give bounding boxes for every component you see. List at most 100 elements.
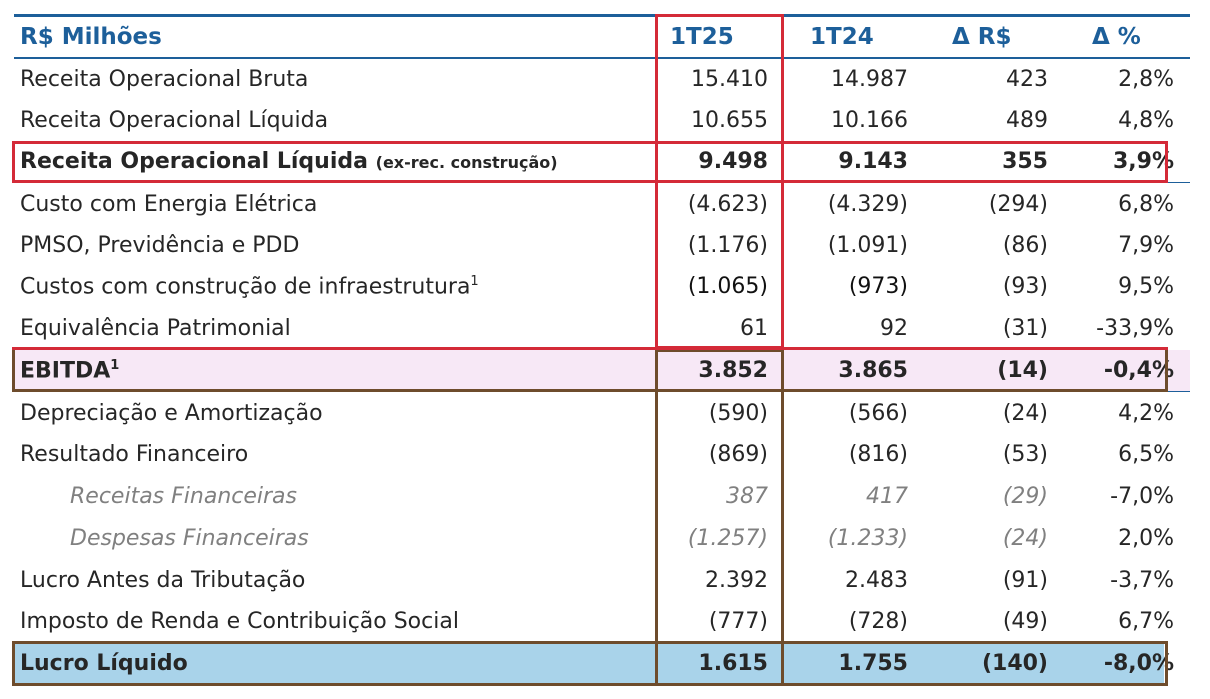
rule-after-ebitda [1166,391,1190,392]
value-1t24: 417 [866,484,908,509]
value-1t24: (1.091) [827,233,908,258]
value-1t25: 1.615 [698,651,768,676]
value-1t24: 92 [880,316,908,341]
table-row: EBITDA1 3.852 3.865 (14) -0,4% [14,350,1190,391]
value-delta-pct: -33,9% [1096,316,1174,341]
value-delta-rs: (29) [1002,484,1048,509]
table-row: PMSO, Previdência e PDD (1.176) (1.091) … [14,225,1190,266]
value-1t25: (590) [708,401,768,426]
header-title: R$ Milhões [20,24,162,50]
table-row: Despesas Financeiras (1.257) (1.233) (24… [14,518,1190,559]
footnote-marker: 1 [110,357,120,373]
row-label: Imposto de Renda e Contribuição Social [20,609,459,634]
net-income-row-fill [14,643,1164,684]
rule-after-rol-ex [1166,182,1190,183]
value-delta-pct: 4,2% [1118,401,1174,426]
value-1t25: (869) [708,442,768,467]
row-label: Receita Operacional Líquida (ex-rec. con… [20,149,558,174]
value-delta-pct: 2,8% [1118,67,1174,92]
value-delta-rs: 489 [1006,108,1048,133]
value-delta-pct: 3,9% [1112,149,1174,174]
value-delta-pct: 6,5% [1118,442,1174,467]
row-label: Receitas Financeiras [70,484,297,509]
highlight-box-net-income-row [12,641,1168,686]
value-delta-pct: 6,8% [1118,192,1174,217]
value-1t24: 10.166 [831,108,908,133]
header-1t25: 1T25 [670,24,734,50]
table-row: Equivalência Patrimonial 61 92 (31) -33,… [14,308,1190,349]
table-row: Custo com Energia Elétrica (4.623) (4.32… [14,184,1190,225]
value-1t24: (4.329) [827,192,908,217]
row-label: Depreciação e Amortização [20,401,323,426]
ebitda-row-fill [14,350,1190,391]
row-label: Equivalência Patrimonial [20,316,291,341]
value-delta-pct: -3,7% [1110,568,1174,593]
highlight-box-ebitda-row [12,350,1168,392]
header-delta-pct: Δ % [1092,24,1141,50]
row-label: EBITDA1 [20,358,119,383]
value-delta-rs: (53) [1002,442,1048,467]
row-label: Receita Operacional Líquida [20,108,329,133]
highlight-box-ebitda-top [12,347,1168,351]
value-delta-rs: (91) [1002,568,1048,593]
row-label-main: Receita Operacional Líquida [20,149,368,174]
value-1t25: 2.392 [705,568,768,593]
value-1t24: (728) [848,609,908,634]
value-delta-pct: -0,4% [1103,358,1174,383]
value-delta-pct: 7,9% [1118,233,1174,258]
top-rule [14,14,1190,17]
value-1t25: 61 [740,316,768,341]
table-row: Depreciação e Amortização (590) (566) (2… [14,393,1190,434]
value-delta-rs: (31) [1002,316,1048,341]
row-label: Resultado Financeiro [20,442,249,467]
value-1t25: 3.852 [698,358,768,383]
row-label: Custos com construção de infraestrutura1 [20,274,479,299]
value-1t25: (1.257) [687,526,768,551]
value-1t24: (1.233) [827,526,908,551]
highlight-box-rol-ex-row [12,141,1168,183]
value-delta-pct: 6,7% [1118,609,1174,634]
value-1t24: (973) [848,274,908,299]
value-1t25: 15.410 [691,67,768,92]
row-label: Receita Operacional Bruta [20,67,309,92]
row-label: PMSO, Previdência e PDD [20,233,300,258]
footnote-marker: 1 [470,273,479,289]
value-delta-rs: (86) [1002,233,1048,258]
value-1t24: 2.483 [845,568,908,593]
value-1t25: (1.176) [687,233,768,258]
value-1t24: 14.987 [831,67,908,92]
value-1t25: (4.623) [687,192,768,217]
value-1t24: 1.755 [838,651,908,676]
table-row: Receita Operacional Líquida (ex-rec. con… [14,141,1190,182]
row-label: Despesas Financeiras [70,526,309,551]
value-delta-pct: -8,0% [1103,651,1174,676]
value-delta-rs: 423 [1006,67,1048,92]
table-row: Lucro Antes da Tributação 2.392 2.483 (9… [14,560,1190,601]
row-label: Lucro Antes da Tributação [20,568,306,593]
value-delta-rs: (294) [988,192,1048,217]
value-1t24: (816) [848,442,908,467]
highlight-box-1t25-lower [655,349,784,686]
value-delta-rs: (24) [1002,526,1048,551]
row-label-suffix: (ex-rec. construção) [375,153,558,172]
header-delta-rs: Δ R$ [952,24,1012,50]
value-1t24: (566) [848,401,908,426]
row-label-main: Custos com construção de infraestrutura [20,274,471,300]
value-1t25: (1.065) [687,274,768,299]
table-row: Resultado Financeiro (869) (816) (53) 6,… [14,434,1190,475]
value-1t24: 9.143 [838,149,908,174]
table-row: Receita Operacional Bruta 15.410 14.987 … [14,59,1190,100]
value-delta-rs: (24) [1002,401,1048,426]
value-delta-pct: 4,8% [1118,108,1174,133]
value-delta-rs: (93) [1002,274,1048,299]
header-1t24: 1T24 [810,24,874,50]
row-label: Custo com Energia Elétrica [20,192,318,217]
value-1t24: 3.865 [838,358,908,383]
value-1t25: 9.498 [698,149,768,174]
row-label: Lucro Líquido [20,651,188,676]
value-1t25: 10.655 [691,108,768,133]
value-delta-pct: -7,0% [1110,484,1174,509]
table-row: Lucro Líquido 1.615 1.755 (140) -8,0% [14,643,1190,684]
value-delta-pct: 2,0% [1118,526,1174,551]
value-delta-pct: 9,5% [1118,274,1174,299]
